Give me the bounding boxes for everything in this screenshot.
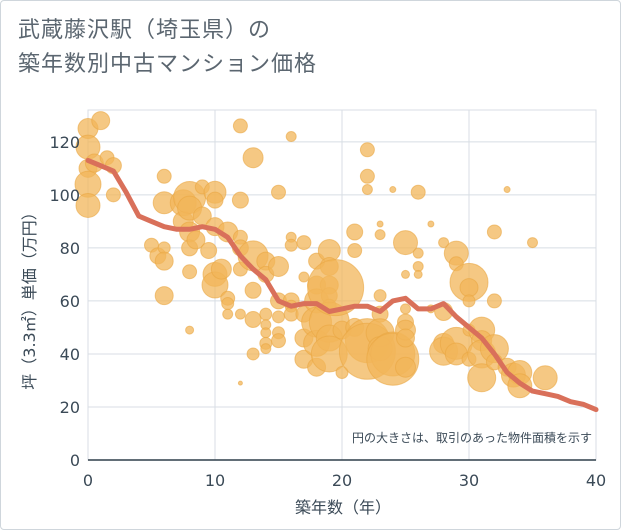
x-tick-label: 30 (459, 471, 479, 490)
data-bubble (272, 310, 285, 324)
data-bubble (427, 220, 435, 228)
y-tick-label: 120 (49, 133, 80, 152)
data-bubble (307, 259, 365, 317)
data-bubble (486, 224, 502, 240)
data-bubble (234, 308, 246, 320)
data-bubble (105, 187, 121, 203)
data-bubble (393, 230, 418, 256)
x-axis-label: 築年数（年） (295, 498, 391, 517)
y-axis-label: 坪（3.3㎡）単価（万円） (20, 204, 39, 389)
data-bubble (156, 168, 172, 184)
data-bubble (335, 366, 349, 379)
data-bubble (298, 271, 310, 283)
y-tick-label: 60 (60, 292, 80, 311)
data-bubble (374, 229, 386, 241)
data-bubble (268, 255, 289, 277)
data-bubble (532, 365, 558, 391)
data-bubble (271, 333, 286, 349)
x-tick-label: 40 (586, 471, 606, 490)
data-bubble (271, 184, 286, 200)
data-bubble (467, 363, 497, 393)
data-bubble (462, 294, 476, 308)
data-bubble (389, 186, 397, 194)
data-bubble (182, 264, 198, 280)
data-bubble (221, 297, 235, 311)
size-note: 円の大きさは、取引のあった物件面積を示す (352, 430, 592, 445)
data-bubble (410, 184, 426, 200)
data-bubble (412, 247, 424, 259)
data-bubble (154, 286, 174, 306)
data-bubble (91, 111, 111, 131)
data-bubble (210, 258, 232, 280)
tick-labels: 0 10 20 30 40 0 20 40 60 80 100 120 (49, 133, 606, 490)
bubbles (74, 111, 558, 399)
y-tick-label: 0 (70, 451, 80, 470)
data-bubble (242, 147, 264, 169)
data-bubble (231, 191, 249, 209)
data-bubble (186, 230, 206, 250)
data-bubble (413, 269, 423, 279)
data-bubble (376, 220, 384, 228)
data-bubble (400, 303, 411, 315)
trend-line (85, 157, 599, 413)
y-tick-label: 40 (60, 345, 80, 364)
data-bubble (438, 237, 450, 249)
data-bubble (396, 328, 415, 348)
data-bubble (154, 251, 174, 271)
data-bubble (260, 327, 272, 339)
data-bubble (346, 223, 364, 241)
data-bubble (395, 356, 416, 378)
data-bubble (503, 186, 511, 194)
data-bubble (260, 343, 272, 355)
data-bubble (284, 238, 298, 252)
chart-title: 武蔵藤沢駅（埼玉県）の 築年数別中古マンション価格 (18, 14, 317, 82)
data-bubble (459, 278, 479, 298)
data-bubble (486, 293, 502, 309)
data-bubble (206, 191, 224, 209)
data-bubble (237, 380, 243, 386)
x-tick-label: 20 (332, 471, 352, 490)
data-bubble (200, 242, 218, 260)
x-tick-label: 0 (83, 471, 93, 490)
data-bubble (232, 118, 248, 134)
x-tick-label: 10 (205, 471, 225, 490)
title-line-2: 築年数別中古マンション価格 (18, 52, 318, 77)
data-bubble (75, 192, 101, 218)
data-bubble (285, 131, 297, 143)
data-bubble (401, 269, 410, 279)
data-bubble (359, 142, 375, 158)
data-bubble (296, 235, 312, 251)
trend-line-group (85, 157, 599, 413)
data-bubble (244, 310, 262, 328)
data-bubble (244, 281, 262, 299)
data-bubble (185, 325, 195, 335)
data-bubble (222, 308, 234, 320)
data-bubble (373, 289, 387, 303)
data-bubble (347, 243, 363, 259)
data-bubble (359, 168, 375, 184)
data-bubble (246, 347, 260, 361)
data-bubble (361, 184, 373, 196)
title-line-1: 武蔵藤沢駅（埼玉県）の (18, 18, 272, 43)
data-bubble (259, 307, 273, 321)
y-tick-label: 100 (49, 186, 80, 205)
data-bubble (527, 237, 538, 249)
y-tick-label: 80 (60, 239, 80, 258)
y-tick-label: 20 (60, 398, 80, 417)
